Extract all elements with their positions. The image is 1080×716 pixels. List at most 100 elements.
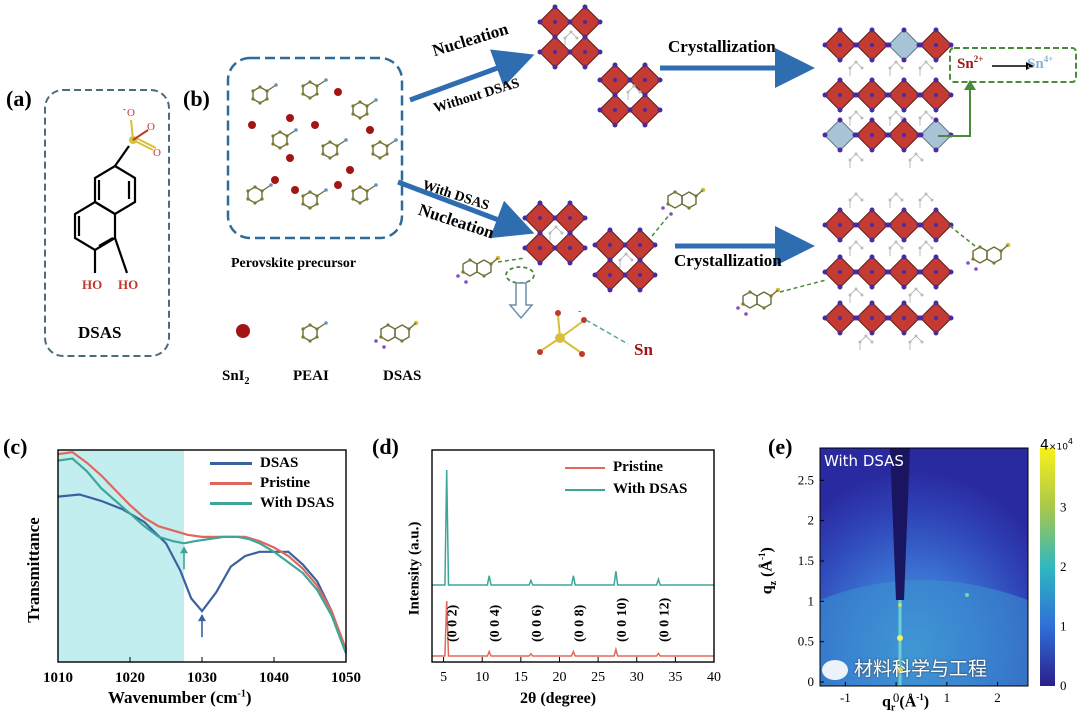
series-line-1 <box>57 450 348 650</box>
x-tick-label-0: 1010 <box>43 670 73 686</box>
precursor-molecules <box>245 77 399 211</box>
legend-sni2-label: SnI2 <box>222 368 250 387</box>
xrd-x-tick-label-1: 10 <box>475 670 489 685</box>
colorbar-tick-label-0: 0 <box>1060 678 1067 693</box>
dsas-structure-box: O O O - <box>43 88 171 358</box>
ftir-ylabel: Transmittance <box>24 517 43 623</box>
legend-dsas-label: DSAS <box>383 368 422 384</box>
x-tick-label-1: 1020 <box>115 670 145 686</box>
ftir-chart: 1010 1020 1030 1040 1050 <box>43 449 361 686</box>
xrd-ylabel: Intensity (a.u.) <box>406 521 423 616</box>
colorbar-tick-label-2: 2 <box>1060 559 1067 574</box>
marker-arrowhead-0 <box>180 546 188 554</box>
molecule-name: DSAS <box>78 323 122 342</box>
xrd-xlabel: 2θ (degree) <box>520 690 597 707</box>
peak-label-5: (0 0 12) <box>657 597 672 642</box>
panel-label-b: (b) <box>183 86 210 111</box>
shaded-region <box>58 450 184 662</box>
svg-text:O: O <box>127 107 135 119</box>
sn-label: Sn <box>634 340 653 359</box>
colorbar-tick-label-1: 1 <box>1060 619 1067 634</box>
legend-dsas-icon <box>373 320 419 350</box>
series-line-2 <box>57 457 348 654</box>
x-tick-label-4: 1050 <box>331 670 361 686</box>
marker-arrowhead-1 <box>198 614 206 622</box>
crystallization-label-bottom: Crystallization <box>674 251 782 270</box>
colorbar-tick-label-3: 3 <box>1060 500 1067 515</box>
legend-entry-pristine-d: Pristine <box>565 456 687 478</box>
e-y-tick-label-3: 1.5 <box>798 553 814 568</box>
beamstop-wedge <box>890 448 910 600</box>
xrd-series-0 <box>432 600 714 657</box>
xrd-x-tick-label-6: 35 <box>668 670 682 685</box>
peak-label-2: (0 0 6) <box>530 604 545 642</box>
xrd-frame <box>431 449 715 663</box>
precursor-box <box>226 56 404 240</box>
e-y-tick-label-4: 2 <box>808 513 815 528</box>
xrd-x-tick-label-4: 25 <box>591 670 605 685</box>
nucleation-arrow-top <box>409 49 535 103</box>
xrd-series-1 <box>432 469 714 586</box>
wechat-icon <box>822 659 848 680</box>
svg-text:O: O <box>153 147 161 159</box>
oh-label-1: HO <box>82 277 103 292</box>
sn4-label: Sn4+ <box>1027 54 1054 72</box>
x-tick-label-2: 1030 <box>187 670 217 686</box>
oxidation-text: Sn2+ Sn4+ <box>957 54 1053 73</box>
colorbar-scale: 4×104 <box>1040 437 1074 454</box>
xrd-x-tick-label-5: 30 <box>630 670 644 685</box>
legend-entry-dsas: DSAS <box>210 453 334 473</box>
legend-entry-with-dsas: With DSAS <box>210 493 334 513</box>
legend-entry-pristine: Pristine <box>210 473 334 493</box>
oxidation-box <box>949 47 1077 83</box>
giwaxs-map: -1 0 1 2 0 0.5 1 1.5 2 2.5 0 1 2 3 <box>798 447 1067 705</box>
watermark: 材料科学与工程 <box>822 654 987 681</box>
giwaxs-ylabel: qz (Å-1) <box>757 547 779 595</box>
e-y-tick-label-5: 2.5 <box>798 472 814 487</box>
e-x-tick-label-2: 1 <box>944 690 951 705</box>
precursor-caption: Perovskite precursor <box>231 256 357 271</box>
crystal-top <box>822 27 954 169</box>
crystallization-label-top: Crystallization <box>668 37 776 56</box>
e-x-tick-label-3: 2 <box>994 690 1001 705</box>
xrd-x-tick-label-0: 5 <box>440 670 447 685</box>
e-y-tick-label-0: 0 <box>808 674 815 689</box>
xrd-x-tick-label-3: 20 <box>552 670 566 685</box>
panel-label-c: (c) <box>3 434 28 459</box>
mechanism-scheme: - <box>226 4 1077 357</box>
crystal-bottom <box>735 192 1011 351</box>
legend-sni2-icon <box>236 324 250 338</box>
ftir-legend: DSAS Pristine With DSAS <box>210 453 334 513</box>
xrd-x-tick-label-2: 15 <box>514 670 528 685</box>
giwaxs-annotation: With DSAS <box>824 452 904 470</box>
xrd-x-tick-label-7: 40 <box>707 670 721 685</box>
sn2-label: Sn2+ <box>957 54 984 72</box>
panel-label-e: (e) <box>768 434 793 459</box>
panel-label-d: (d) <box>372 434 399 459</box>
peak-label-4: (0 0 10) <box>615 597 630 642</box>
xrd-chart: (0 0 2) (0 0 4) (0 0 6) (0 0 8) (0 0 10) (0 0… <box>431 449 721 685</box>
svg-text:-: - <box>123 105 126 114</box>
legend-peai-icon <box>300 320 329 344</box>
nuclei-bottom <box>455 186 706 293</box>
series-line-0 <box>57 493 348 652</box>
peak-label-3: (0 0 8) <box>572 604 587 642</box>
legend-peai-label: PEAI <box>293 368 329 384</box>
colorbar <box>1040 448 1055 686</box>
x-tick-label-3: 1040 <box>259 670 289 686</box>
svg-text:O: O <box>147 121 155 133</box>
peak-label-1: (0 0 4) <box>488 604 503 642</box>
peak-label-0: (0 0 2) <box>446 604 461 642</box>
e-x-tick-label-0: -1 <box>840 690 851 705</box>
nucleation-arrow-bottom <box>397 179 535 239</box>
e-x-tick-label-1: 0 <box>893 690 900 705</box>
dsas-molecule-diagram: O O O - <box>44 89 170 357</box>
oh-label-2: HO <box>118 277 139 292</box>
svg-text:-: - <box>578 306 581 317</box>
legend-entry-with-dsas-d: With DSAS <box>565 478 687 500</box>
panel-label-a: (a) <box>6 86 32 111</box>
sulfonate-zoom: - <box>537 306 629 357</box>
e-y-tick-label-2: 1 <box>808 593 815 608</box>
e-y-tick-label-1: 0.5 <box>798 634 814 649</box>
giwaxs-xlabel: qr (Å-1) <box>882 692 930 714</box>
